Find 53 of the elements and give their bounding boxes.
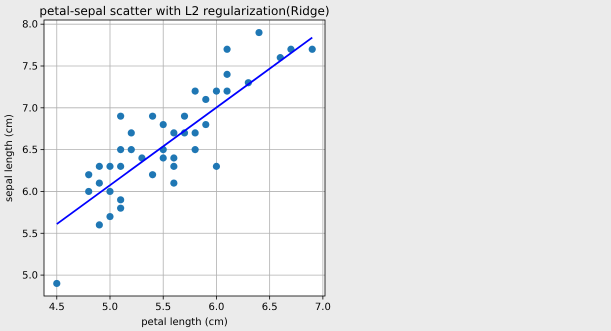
x-tick-label: 7.0 [314,302,331,313]
point [160,154,167,162]
point [192,129,199,137]
x-axis-title: petal length (cm) [141,317,228,328]
point [148,171,156,178]
point [170,154,178,162]
point [160,120,167,128]
point [170,179,178,187]
point [117,112,124,120]
point [180,112,188,120]
x-tick-label: 6.5 [262,302,278,313]
x-tick-label: 4.5 [48,302,65,313]
point [117,204,124,212]
point [128,146,135,154]
point [117,146,124,154]
point [170,162,178,170]
point [308,46,316,53]
point [148,112,156,120]
point [223,87,231,95]
point [192,87,199,95]
point [255,28,263,36]
point [53,280,60,288]
point [106,212,114,220]
point [202,120,210,128]
point [202,96,210,104]
point [117,162,124,170]
point [96,162,103,170]
point [128,129,135,137]
point [223,70,231,78]
x-tick-label: 5.5 [155,302,172,313]
point [106,188,114,196]
y-tick-label: 5.0 [22,270,38,282]
point [212,87,220,95]
point [192,146,199,154]
point [96,221,103,229]
x-tick-label: 5.0 [102,302,118,313]
y-tick-label: 6.5 [22,145,38,156]
x-tick-label: 6.0 [208,302,224,313]
point [96,179,103,187]
y-tick-label: 7.0 [22,103,38,114]
point [117,196,124,204]
point [170,129,178,137]
y-tick-label: 8.0 [22,20,38,31]
y-tick-label: 5.5 [22,228,38,240]
point [106,162,114,170]
point [223,46,231,53]
point [85,171,92,178]
y-tick-label: 6.0 [22,186,38,198]
y-axis-title: sepal length (cm) [4,114,15,202]
point [212,162,220,170]
point [85,188,92,196]
y-tick-label: 7.5 [22,62,38,72]
chart-title: petal-sepal scatter with L2 regularization(Ridge) [39,4,330,18]
